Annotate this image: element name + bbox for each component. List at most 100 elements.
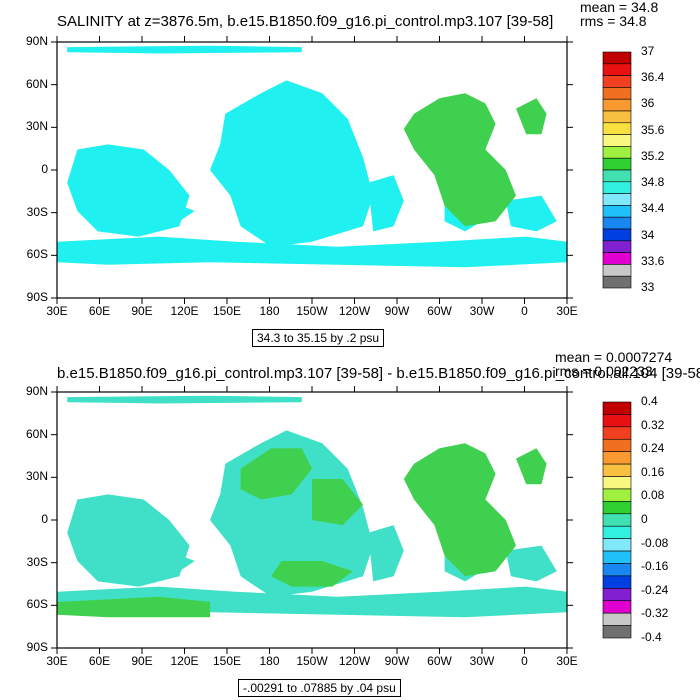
panel-1-ytick-label-6: 90S bbox=[26, 290, 48, 304]
panel-2-colorbar-label-8: -0.24 bbox=[641, 582, 669, 597]
panel-2-colorbar-box-5 bbox=[602, 463, 632, 477]
panel-2-colorbar-box-13 bbox=[602, 563, 632, 577]
panel-1-xtick-label-4: 150E bbox=[212, 304, 242, 318]
panel-2-colorbar-label-10: -0.4 bbox=[641, 630, 662, 644]
panel-1-colorbar-box-4 bbox=[602, 98, 632, 112]
panel-2-diff-region-2 bbox=[271, 561, 353, 587]
panel-1-colorbar-box-0 bbox=[602, 51, 632, 65]
panel-1-colorbar-label-4: 35.2 bbox=[641, 148, 665, 163]
panel-2-colorbar-box-18 bbox=[602, 625, 632, 639]
panel-1-xtick-label-11: 0 bbox=[521, 304, 528, 318]
panel-2-diff-region-0 bbox=[240, 448, 312, 500]
panel-1-colorbar-box-6 bbox=[602, 122, 632, 135]
panel-1-colorbar-box-15 bbox=[602, 228, 632, 242]
panel-1-atlantic-region-0 bbox=[403, 93, 516, 227]
panel-1-ytick-label-1: 60N bbox=[25, 76, 48, 91]
panel-1-title: SALINITY at z=3876.5m, b.e15.B1850.f09_g… bbox=[57, 13, 554, 30]
panel-1-colorbar-box-12 bbox=[602, 193, 632, 206]
panel-1-xtick-label-12: 30E bbox=[556, 304, 578, 318]
panel-2-field-region-5 bbox=[368, 525, 404, 582]
panel-1-ytick-label-3: 0 bbox=[41, 162, 48, 176]
panel-2-xtick-label-8: 90W bbox=[384, 654, 410, 668]
panel-2-xtick-label-1: 60E bbox=[88, 654, 111, 668]
panel-1-field-region-5 bbox=[368, 175, 404, 232]
panel-1-colorbar-box-3 bbox=[602, 87, 632, 100]
panel-2-title: b.e15.B1850.f09_g16.pi_control.mp3.107 [… bbox=[57, 365, 700, 382]
panel-2-xtick-label-10: 30W bbox=[469, 654, 495, 668]
panel-2-colorbar-box-10 bbox=[602, 525, 632, 539]
panel-1-colorbar-box-18 bbox=[602, 264, 632, 277]
panel-2-xtick-label-4: 150E bbox=[212, 654, 242, 668]
panel-1-colorbar-label-7: 34 bbox=[641, 227, 655, 242]
panel-1-colorbar-label-2: 36 bbox=[641, 96, 655, 111]
panel-2-diff-region-3 bbox=[57, 596, 210, 618]
panel-1-colorbar-box-13 bbox=[602, 205, 632, 218]
panel-1-colorbar-box-10 bbox=[602, 169, 632, 183]
panel-2-atlantic-region-0 bbox=[403, 443, 516, 577]
panel-2-colorbar-box-12 bbox=[602, 550, 632, 564]
panel-2-colorbar-label-7: -0.16 bbox=[641, 559, 669, 574]
panel-2-colorbar-box-3 bbox=[602, 438, 632, 452]
panel-2-colorbar-box-4 bbox=[602, 451, 632, 465]
panel-2-colorbar-box-17 bbox=[602, 612, 632, 626]
panel-2-colorbar-box-8 bbox=[602, 501, 632, 515]
panel-2-xtick-label-11: 0 bbox=[521, 654, 528, 668]
panel-1-colorbar-label-8: 33.6 bbox=[641, 253, 665, 268]
panel-2-colorbar-label-2: 0.24 bbox=[641, 441, 665, 456]
panel-2-colorbar-label-3: 0.16 bbox=[641, 464, 665, 479]
panel-2-xtick-label-3: 120E bbox=[170, 654, 199, 668]
panel-2-colorbar-label-4: 0.08 bbox=[641, 488, 665, 503]
panel-2-ytick-label-5: 60S bbox=[26, 597, 48, 612]
panel-2-ytick-label-0: 90N bbox=[25, 384, 48, 398]
panel-1-xtick-label-10: 30W bbox=[469, 304, 495, 318]
panel-1-mean: mean = 34.8 bbox=[580, 0, 659, 15]
panel-2-rms: rms = 0.002233 bbox=[555, 363, 653, 379]
panel-2-xtick-label-7: 120W bbox=[338, 654, 371, 668]
panel-2-colorbar-box-6 bbox=[602, 476, 632, 490]
panel-2-colorbar-box-7 bbox=[602, 488, 632, 502]
panel-2-colorbar-box-15 bbox=[602, 588, 632, 602]
panel-1-xtick-label-0: 30E bbox=[46, 304, 68, 318]
panel-1-field-region-0 bbox=[210, 80, 374, 247]
panel-1-colorbar-box-7 bbox=[602, 134, 632, 147]
panel-2-colorbar-label-5: 0 bbox=[641, 512, 648, 526]
panel-1-colorbar-box-2 bbox=[602, 75, 632, 88]
panel-2-colorbar-label-6: -0.08 bbox=[641, 535, 669, 550]
panel-2-ytick-label-4: 30S bbox=[26, 554, 48, 569]
panel-1-colorbar-box-9 bbox=[602, 157, 632, 171]
panel-1-xtick-label-1: 60E bbox=[88, 304, 111, 318]
panel-2-xtick-label-5: 180 bbox=[259, 654, 280, 668]
panel-1-field-region-1 bbox=[67, 144, 190, 237]
panel-2-xtick-label-2: 90E bbox=[131, 654, 153, 668]
panel-1-xtick-label-9: 60W bbox=[427, 304, 452, 318]
panel-2-field-region-6 bbox=[67, 395, 302, 404]
panel-2-colorbar-box-1 bbox=[602, 414, 632, 428]
panel-1-atlantic-region-1 bbox=[516, 98, 547, 135]
panel-1-xtick-label-8: 90W bbox=[384, 304, 410, 318]
panel-2-diff-region-1 bbox=[312, 479, 363, 526]
panel-2-ytick-label-3: 0 bbox=[41, 512, 48, 526]
panel-2-mean: mean = 0.0007274 bbox=[555, 349, 673, 365]
panel-1-ytick-label-5: 60S bbox=[26, 247, 48, 262]
panel-2-atlantic-region-1 bbox=[516, 448, 547, 485]
panel-1-xtick-label-7: 120W bbox=[338, 304, 371, 318]
panel-2-colorbar-label-9: -0.32 bbox=[641, 606, 669, 621]
panel-1-colorbar-box-1 bbox=[602, 63, 632, 76]
panel-1-field-region-2 bbox=[57, 236, 567, 268]
panel-1-rms: rms = 34.8 bbox=[580, 13, 647, 29]
panel-1-colorbar-box-8 bbox=[602, 146, 632, 159]
panel-2-xtick-label-0: 30E bbox=[46, 654, 68, 668]
panel-2-ytick-label-2: 30N bbox=[25, 469, 48, 484]
panel-2-ytick-label-1: 60N bbox=[25, 426, 48, 441]
panel-1-xtick-label-5: 180 bbox=[259, 304, 280, 318]
panel-1-colorbar-label-0: 37 bbox=[641, 44, 655, 58]
panel-1-colorbar-box-14 bbox=[602, 216, 632, 230]
panel-2-colorbar-box-0 bbox=[602, 401, 632, 415]
panel-1-colorbar-box-5 bbox=[602, 110, 632, 124]
panel-2-field-region-3 bbox=[133, 550, 195, 572]
panel-2-xtick-label-12: 30E bbox=[556, 654, 578, 668]
panel-1-colorbar-label-5: 34.8 bbox=[641, 175, 665, 190]
panel-1-colorbar-box-11 bbox=[602, 181, 632, 194]
